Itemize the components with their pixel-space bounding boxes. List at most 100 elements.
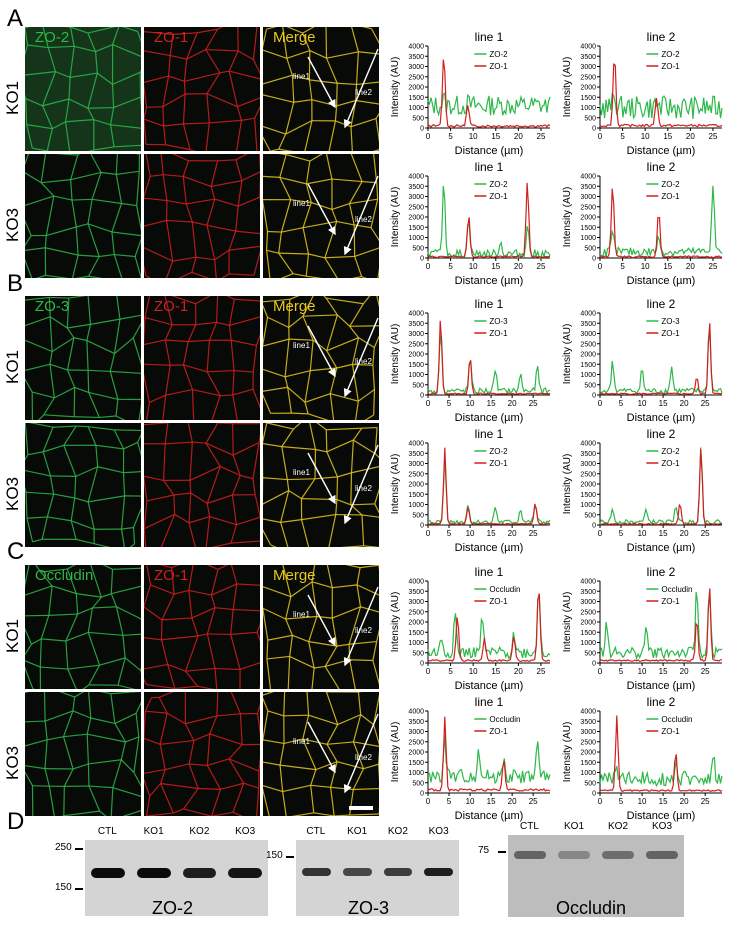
x-tick-label: 20 [508, 797, 517, 806]
y-tick-label: 1500 [580, 95, 596, 102]
scale-bar [349, 806, 373, 810]
y-tick-label: 1000 [408, 770, 424, 777]
y-tick-label: 1500 [580, 492, 596, 499]
lane-label-ctl: CTL [97, 826, 117, 837]
y-tick-label: 2000 [408, 620, 424, 627]
arrow-label-line2: line2 [355, 215, 372, 224]
y-tick-label: 2000 [580, 620, 596, 627]
x-tick-label: 25 [537, 132, 546, 141]
y-tick-label: 3500 [408, 184, 424, 191]
y-tick-label: 2500 [580, 471, 596, 478]
x-tick-label: 25 [709, 132, 718, 141]
x-tick-label: 10 [469, 262, 478, 271]
series-line-occludin [427, 595, 551, 660]
series-line-zo-1 [427, 716, 551, 792]
mw-marker-150: 150 [55, 882, 72, 893]
x-axis-label: Distance (µm) [455, 275, 524, 287]
y-tick-label: 500 [412, 382, 424, 389]
x-tick-label: 5 [619, 529, 624, 538]
y-tick-label: 1500 [580, 225, 596, 232]
x-tick-label: 25 [529, 529, 538, 538]
y-tick-label: 3000 [408, 194, 424, 201]
x-tick-label: 0 [426, 667, 431, 676]
stain-label-merge: Merge [273, 298, 316, 315]
y-tick-label: 0 [592, 256, 596, 263]
chart-a-ko1-2: line 2 0 500 1000 1500 2000 2500 3000 3500 4000 0 5… [562, 30, 723, 157]
y-tick-label: 2000 [580, 85, 596, 92]
y-tick-label: 0 [420, 393, 424, 400]
x-tick-label: 0 [426, 529, 431, 538]
x-tick-label: 5 [619, 797, 624, 806]
panel-letter-b: B [7, 270, 24, 297]
legend-label: ZO-1 [489, 459, 508, 468]
chart-title: line 1 [475, 695, 504, 709]
x-tick-label: 10 [638, 399, 647, 408]
y-tick-label: 500 [412, 115, 424, 122]
x-tick-label: 5 [619, 667, 624, 676]
y-tick-label: 4000 [408, 579, 424, 586]
y-axis-label: Intensity (AU) [390, 57, 401, 118]
y-tick-label: 1000 [580, 105, 596, 112]
chart-title: line 1 [475, 427, 504, 441]
y-tick-label: 3000 [408, 331, 424, 338]
line-arrow-2 [343, 586, 379, 667]
y-tick-label: 2000 [408, 750, 424, 757]
y-tick-label: 1500 [408, 630, 424, 637]
y-tick-label: 3500 [408, 589, 424, 596]
y-tick-label: 500 [584, 650, 596, 657]
legend-label: ZO-1 [661, 192, 680, 201]
y-tick-label: 500 [584, 115, 596, 122]
x-tick-label: 10 [638, 797, 647, 806]
x-tick-label: 20 [680, 797, 689, 806]
series-line-occludin [427, 734, 551, 785]
blot-name-zo-3: ZO-3 [348, 898, 390, 918]
x-tick-label: 5 [620, 132, 625, 141]
y-tick-label: 4000 [580, 44, 596, 51]
legend-label: ZO-2 [489, 180, 508, 189]
y-tick-label: 3500 [580, 54, 596, 61]
x-tick-label: 10 [466, 399, 475, 408]
legend-label: Occludin [661, 585, 692, 594]
blot-band [514, 851, 546, 859]
micrograph-zo-1-ko3 [144, 423, 260, 547]
x-tick-label: 15 [491, 132, 500, 141]
y-tick-label: 3500 [408, 54, 424, 61]
line-arrow-2 [343, 444, 379, 525]
chart-a-ko3-2: line 2 0 500 1000 1500 2000 2500 3000 3500 4000 0 5… [562, 160, 723, 287]
x-tick-label: 15 [487, 529, 496, 538]
x-tick-label: 15 [659, 797, 668, 806]
y-tick-label: 2000 [408, 482, 424, 489]
y-tick-label: 4000 [580, 311, 596, 318]
lane-label-ko2: KO2 [608, 821, 629, 832]
y-tick-label: 0 [592, 523, 596, 530]
chart-b-ko3-1: line 1 0 500 1000 1500 2000 2500 3000 3500 4000 0 5… [390, 427, 551, 554]
x-tick-label: 15 [659, 667, 668, 676]
chart-title: line 1 [475, 160, 504, 174]
y-tick-label: 1500 [408, 760, 424, 767]
y-tick-label: 1000 [580, 502, 596, 509]
x-axis-label: Distance (µm) [627, 680, 696, 692]
y-tick-label: 1000 [408, 640, 424, 647]
legend-label: ZO-1 [489, 727, 508, 736]
series-line-zo-1 [427, 59, 551, 129]
y-tick-label: 3500 [580, 321, 596, 328]
line-arrow-1 [307, 56, 336, 109]
stain-label-zo-1: ZO-1 [154, 567, 189, 584]
legend-label: Occludin [489, 715, 520, 724]
series-line-zo-1 [599, 715, 723, 793]
arrow-label-line2: line2 [355, 357, 372, 366]
y-tick-label: 1500 [580, 630, 596, 637]
arrow-label-line2: line2 [355, 88, 372, 97]
y-tick-label: 3000 [408, 729, 424, 736]
line-arrow-1 [307, 452, 336, 505]
x-tick-label: 5 [620, 262, 625, 271]
x-tick-label: 0 [598, 399, 603, 408]
micrograph-merge-ko3: line1 line2 [263, 154, 379, 278]
lane-label-ko1: KO1 [143, 826, 164, 837]
lane-label-ko3: KO3 [235, 826, 256, 837]
y-tick-label: 4000 [408, 174, 424, 181]
x-tick-label: 25 [701, 797, 710, 806]
y-tick-label: 1500 [408, 492, 424, 499]
arrow-label-line1: line1 [293, 610, 310, 619]
y-tick-label: 3500 [580, 451, 596, 458]
